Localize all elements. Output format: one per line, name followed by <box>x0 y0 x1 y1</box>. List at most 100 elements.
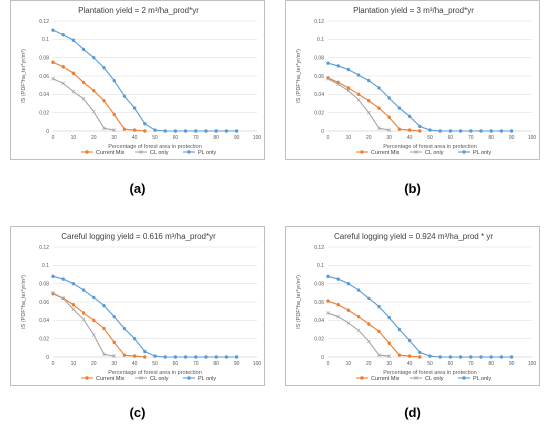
data-point <box>92 88 96 93</box>
x-tick-label: 60 <box>448 361 454 367</box>
data-point <box>173 355 178 359</box>
legend-item: Current Mix <box>356 376 400 382</box>
data-point <box>112 354 117 358</box>
data-point <box>92 295 96 300</box>
y-tick-label: 0.1 <box>42 263 49 269</box>
data-point <box>366 339 371 344</box>
data-point <box>122 326 127 331</box>
chart-title: Careful logging yield = 0.616 m³/ha_prod… <box>61 232 216 241</box>
y-tick-label: 0.12 <box>39 245 49 251</box>
data-point <box>194 129 198 133</box>
data-point <box>51 60 55 64</box>
data-point <box>51 274 55 279</box>
legend-item: Current Mix <box>356 150 400 156</box>
series-line <box>327 312 390 357</box>
legend-label: CL only <box>425 376 444 382</box>
data-point <box>102 303 106 308</box>
x-axis-label: Percentage of forest area in protection <box>108 370 202 376</box>
data-point <box>418 355 422 359</box>
data-point <box>509 355 514 359</box>
data-point <box>397 127 402 131</box>
data-point <box>183 355 188 359</box>
legend-item: PL only <box>458 376 491 382</box>
x-tick-label: 20 <box>91 135 97 141</box>
data-point <box>112 112 116 117</box>
data-point <box>204 355 208 359</box>
series-current-mix <box>51 292 147 359</box>
data-point <box>112 340 116 345</box>
data-point <box>81 317 86 322</box>
chart-panel-b: Plantation yield = 3 m³/ha_prod*yr 0 0.02 0… <box>285 0 540 160</box>
legend-label: Current Mix <box>96 150 125 156</box>
legend-label: CL only <box>150 376 169 382</box>
x-tick-label: 80 <box>488 135 494 141</box>
data-point <box>356 92 361 97</box>
x-tick-label: 90 <box>509 361 515 367</box>
x-tick-label: 60 <box>448 135 454 141</box>
data-point <box>51 76 55 81</box>
caption-d: (d) <box>404 405 421 420</box>
y-axis-label: IS (PDF*ha_ter*yr/m³) <box>296 275 302 329</box>
legend-label: PL only <box>198 150 216 156</box>
data-point <box>51 28 55 32</box>
legend-swatch-marker <box>187 376 191 380</box>
data-point <box>479 355 483 359</box>
x-tick-label: 70 <box>193 135 199 141</box>
y-tick-label: 0.04 <box>39 318 49 324</box>
legend-swatch-marker <box>462 376 466 380</box>
x-tick-label: 0 <box>327 361 330 367</box>
data-point <box>112 128 117 132</box>
data-point <box>377 126 381 131</box>
data-point <box>132 106 137 110</box>
x-tick-label: 70 <box>193 361 199 367</box>
data-point <box>387 96 391 100</box>
data-point <box>122 94 127 98</box>
data-point <box>387 341 391 345</box>
data-point <box>489 129 493 133</box>
y-axis-label: IS (PDF*ha_ter*yr/m³) <box>296 49 302 103</box>
data-point <box>71 71 76 75</box>
x-tick-label: 50 <box>152 135 158 141</box>
data-point <box>326 61 330 65</box>
data-point <box>234 355 239 359</box>
legend-swatch-marker <box>360 376 364 380</box>
legend-item: PL only <box>458 150 491 156</box>
data-point <box>102 99 106 103</box>
data-point <box>336 277 340 281</box>
series-line <box>52 29 237 132</box>
x-tick-label: 10 <box>71 361 77 367</box>
data-point <box>428 354 432 358</box>
data-point <box>71 307 76 312</box>
data-point <box>61 33 65 37</box>
data-point <box>509 129 514 133</box>
y-tick-label: 0.08 <box>314 281 324 287</box>
series-cl-only <box>326 76 392 132</box>
data-point <box>61 277 65 281</box>
series-pl-only <box>326 61 514 133</box>
y-axis-label: IS (PDF*ha_ter*yr/m³) <box>21 49 27 103</box>
data-point <box>91 333 96 337</box>
data-point <box>61 65 65 69</box>
data-point <box>346 321 351 325</box>
chart-title: Plantation yield = 3 m³/ha_prod*yr <box>353 6 474 15</box>
series-line <box>52 292 115 357</box>
y-tick-label: 0.06 <box>314 74 324 80</box>
legend-swatch-marker <box>139 376 143 380</box>
y-tick-label: 0.06 <box>314 300 324 306</box>
data-point <box>163 355 167 359</box>
series-line <box>327 275 512 358</box>
data-point <box>102 352 106 357</box>
data-point <box>326 274 330 279</box>
data-point <box>356 314 361 319</box>
data-point <box>234 129 239 133</box>
data-point <box>458 355 463 359</box>
data-point <box>132 354 137 358</box>
x-tick-label: 80 <box>213 361 219 367</box>
data-point <box>397 327 402 332</box>
x-tick-label: 40 <box>132 135 138 141</box>
x-tick-label: 60 <box>173 135 179 141</box>
legend-item: PL only <box>183 376 216 382</box>
x-tick-label: 70 <box>468 361 474 367</box>
data-point <box>326 311 330 315</box>
y-tick-label: 0 <box>321 129 324 135</box>
